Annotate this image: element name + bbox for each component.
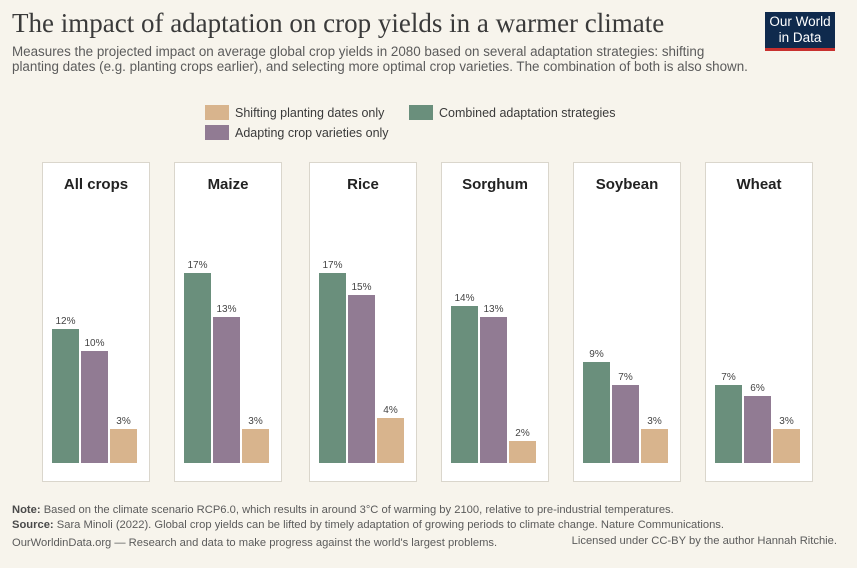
bar-value-label: 3%: [116, 416, 131, 428]
bar-value-label: 12%: [55, 315, 76, 327]
bar-value-label: 2%: [515, 427, 530, 439]
bar-planting[interactable]: [110, 429, 137, 463]
legend-swatch-planting: [205, 105, 229, 120]
panel-title: Sorghum: [462, 176, 528, 193]
bar-planting[interactable]: [242, 429, 269, 463]
panel-title: Maize: [207, 176, 249, 193]
bar-value-label: 6%: [750, 382, 765, 394]
panel-title: Soybean: [595, 176, 659, 193]
bar-value-label: 3%: [248, 416, 263, 428]
source-text: Sara Minoli (2022). Global crop yields c…: [56, 519, 725, 531]
bar-varieties[interactable]: [744, 395, 771, 463]
note-text: Based on the climate scenario RCP6.0, wh…: [43, 504, 674, 516]
bar-value-label: 13%: [483, 304, 504, 316]
bar-varieties[interactable]: [213, 317, 240, 463]
chart-panel-all-crops: All crops 12% 10% 3%: [42, 162, 150, 482]
bar-planting[interactable]: [641, 429, 668, 463]
footer-site[interactable]: OurWorldinData.org — Research and data t…: [12, 537, 498, 549]
panel-title: Rice: [347, 176, 379, 193]
legend-item-planting[interactable]: Shifting planting dates only: [205, 105, 384, 120]
panel-title: Wheat: [736, 176, 782, 193]
bar-combined[interactable]: [451, 306, 478, 463]
bar-planting[interactable]: [509, 440, 536, 463]
bar-value-label: 3%: [779, 416, 794, 428]
bar-varieties[interactable]: [348, 295, 375, 463]
owid-logo[interactable]: Our World in Data: [765, 12, 835, 51]
bar-value-label: 10%: [84, 338, 105, 349]
bar-combined[interactable]: [319, 272, 346, 463]
bar-varieties[interactable]: [480, 317, 507, 463]
bar-combined[interactable]: [583, 362, 610, 463]
footer-source: Source: Sara Minoli (2022). Global crop …: [12, 519, 724, 531]
source-label: Source:: [12, 519, 54, 531]
bar-varieties[interactable]: [81, 351, 108, 463]
footer-note: Note: Based on the climate scenario RCP6…: [12, 504, 674, 516]
bar-planting[interactable]: [377, 418, 404, 463]
chart-panel-sorghum: Sorghum 14% 13% 2%: [441, 162, 549, 482]
bar-value-label: 14%: [454, 293, 475, 305]
bar-combined[interactable]: [184, 272, 211, 463]
footer-license[interactable]: Licensed under CC-BY by the author Hanna…: [571, 535, 837, 547]
bar-value-label: 4%: [383, 405, 398, 417]
chart-subtitle: Measures the projected impact on average…: [12, 44, 748, 74]
bar-value-label: 17%: [322, 259, 343, 271]
legend-label-planting: Shifting planting dates only: [235, 105, 385, 120]
note-label: Note:: [12, 504, 41, 516]
bar-combined[interactable]: [715, 384, 742, 463]
legend-item-varieties[interactable]: Adapting crop varieties only: [205, 125, 389, 140]
bar-value-label: 13%: [216, 304, 237, 316]
legend-swatch-combined: [409, 105, 433, 120]
bar-value-label: 15%: [351, 282, 372, 293]
panel-title: All crops: [63, 176, 129, 193]
chart-panel-soybean: Soybean 9% 7% 3%: [573, 162, 681, 482]
bar-value-label: 7%: [721, 371, 736, 383]
bar-combined[interactable]: [52, 328, 79, 463]
bar-value-label: 7%: [618, 371, 633, 383]
bar-value-label: 3%: [647, 416, 662, 428]
chart-panel-rice: Rice 17% 15% 4%: [309, 162, 417, 482]
chart-title: The impact of adaptation on crop yields …: [12, 8, 665, 38]
logo-line-1: Our World: [769, 14, 831, 29]
bar-value-label: 9%: [589, 349, 604, 361]
legend-item-combined[interactable]: Combined adaptation strategies: [409, 105, 616, 120]
legend-label-combined: Combined adaptation strategies: [439, 105, 616, 120]
bar-value-label: 17%: [187, 259, 208, 271]
bar-planting[interactable]: [773, 429, 800, 463]
legend-swatch-varieties: [205, 125, 229, 140]
chart-panel-wheat: Wheat 7% 6% 3%: [705, 162, 813, 482]
legend-label-varieties: Adapting crop varieties only: [235, 125, 389, 140]
chart-panel-maize: Maize 17% 13% 3%: [174, 162, 282, 482]
logo-line-2: in Data: [778, 30, 822, 45]
bar-varieties[interactable]: [612, 384, 639, 463]
